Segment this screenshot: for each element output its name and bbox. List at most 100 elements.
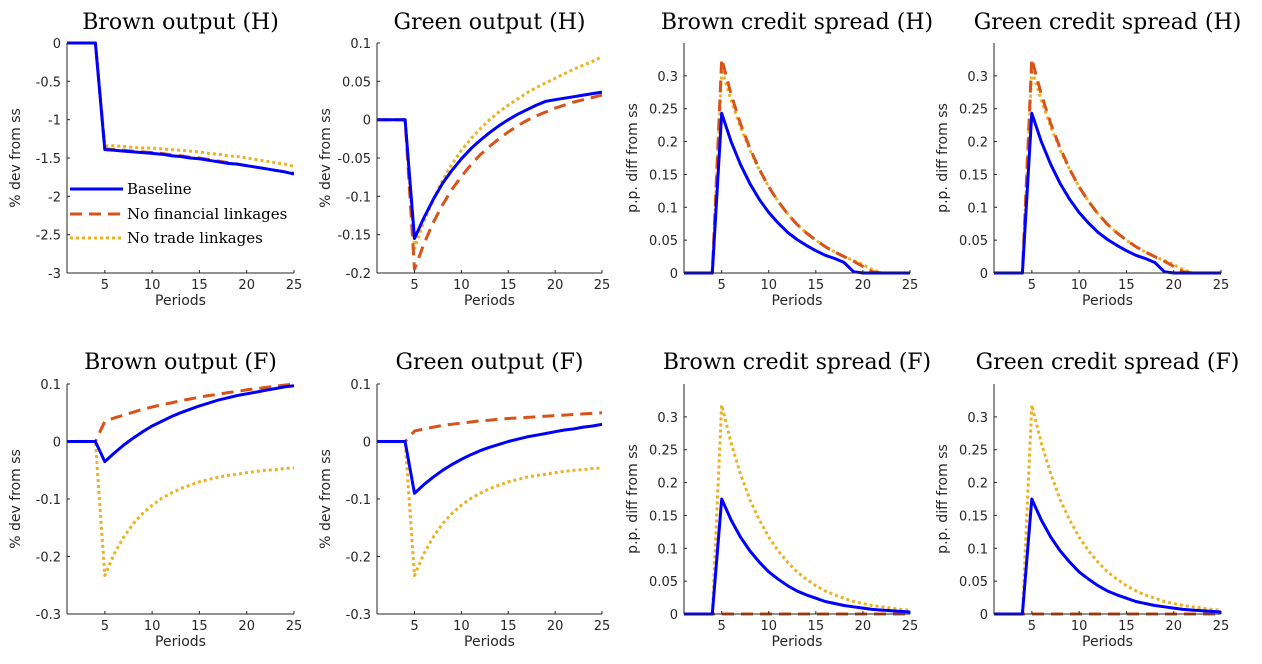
y-tick-label: 0.2 <box>967 477 988 492</box>
x-tick-label: 10 <box>453 619 470 634</box>
series-group <box>67 41 294 176</box>
y-tick-label: 0.1 <box>350 378 371 393</box>
x-tick-label: 5 <box>718 278 726 293</box>
series-line <box>684 497 910 616</box>
y-tick-label: -0.1 <box>36 493 61 508</box>
series-line <box>994 403 1221 616</box>
chart-panel: Green credit spread (H) 5 10 15 20 25 0 0.05 0.1… <box>935 10 1241 309</box>
panel-title: Brown credit spread (F) <box>663 350 931 375</box>
x-tick-label: 15 <box>808 619 825 634</box>
y-tick-label: -0.5 <box>36 75 61 90</box>
series-line <box>377 55 602 250</box>
legend-label: No financial linkages <box>127 205 287 223</box>
y-tick-label: 0.05 <box>959 234 988 249</box>
series-line <box>377 90 602 240</box>
x-tick-label: 15 <box>1118 278 1135 293</box>
x-tick-label: 5 <box>1028 278 1036 293</box>
x-tick-label: 10 <box>760 619 777 634</box>
panel-title: Green output (H) <box>394 10 586 35</box>
y-tick-label: 0.1 <box>657 201 678 216</box>
y-tick-label: -0.3 <box>36 608 61 623</box>
panel-title: Green credit spread (F) <box>976 350 1240 375</box>
y-tick-label: 0.3 <box>657 411 678 426</box>
x-tick-label: 25 <box>594 619 611 634</box>
y-axis-label: p.p. diff from ss <box>935 103 951 213</box>
x-tick-label: 15 <box>500 619 517 634</box>
x-axis-label: Periods <box>772 293 823 309</box>
x-tick-label: 25 <box>1213 619 1230 634</box>
y-axis-label: % dev from ss <box>8 449 24 549</box>
y-tick-label: 0.25 <box>959 103 988 118</box>
x-tick-label: 5 <box>410 278 418 293</box>
x-tick-label: 10 <box>1071 619 1088 634</box>
x-tick-label: 25 <box>1213 278 1230 293</box>
y-tick-label: 0.05 <box>649 575 678 590</box>
y-tick-label: -0.1 <box>346 190 371 205</box>
x-tick-label: 20 <box>238 619 255 634</box>
y-tick-label: -0.2 <box>36 551 61 566</box>
y-axis-label: % dev from ss <box>318 108 334 208</box>
y-tick-label: 0.25 <box>649 444 678 459</box>
x-axis-label: Periods <box>1082 293 1133 309</box>
y-tick-label: 0.1 <box>967 201 988 216</box>
chart-panel: Green output (H) 5 10 15 20 25 -0.2 -0.15 -0.1 -0… <box>318 10 610 309</box>
panel-title: Brown output (H) <box>82 10 279 35</box>
y-tick-label: 0.15 <box>959 509 988 524</box>
y-tick-label: 0.1 <box>350 37 371 52</box>
chart-panel: Brown output (H) 5 10 15 20 25 -3 -2.5 -2 -1.5 -1 -… <box>8 10 302 309</box>
series-group <box>67 382 294 577</box>
y-tick-label: -0.1 <box>346 493 371 508</box>
x-tick-label: 20 <box>1165 619 1182 634</box>
x-tick-label: 25 <box>902 278 919 293</box>
x-tick-label: 20 <box>855 278 872 293</box>
series-line <box>67 41 294 168</box>
y-tick-label: -0.2 <box>346 551 371 566</box>
y-tick-label: 0.3 <box>967 411 988 426</box>
series-group <box>377 55 602 271</box>
x-tick-label: 10 <box>760 278 777 293</box>
series-line <box>684 67 910 275</box>
y-tick-label: 0.1 <box>657 542 678 557</box>
series-group <box>994 57 1221 275</box>
y-axis-label: % dev from ss <box>318 449 334 549</box>
y-tick-label: -0.05 <box>337 152 371 167</box>
series-line <box>377 422 602 495</box>
x-tick-label: 15 <box>1118 619 1135 634</box>
panel-title: Green credit spread (H) <box>974 10 1242 35</box>
y-tick-label: -3 <box>48 267 61 282</box>
series-group <box>377 411 602 577</box>
y-tick-label: -0.3 <box>346 608 371 623</box>
series-line <box>377 411 602 443</box>
x-tick-label: 15 <box>500 278 517 293</box>
x-axis-label: Periods <box>1082 634 1133 650</box>
chart-panel: Brown credit spread (H) 5 10 15 20 25 0 0.05 0.1… <box>625 10 933 309</box>
y-tick-label: -0.15 <box>337 229 371 244</box>
y-tick-label: 0 <box>980 608 988 623</box>
panel-title: Brown output (F) <box>84 350 277 375</box>
y-tick-label: 0.05 <box>649 234 678 249</box>
x-tick-label: 10 <box>453 278 470 293</box>
y-tick-label: 0 <box>670 608 678 623</box>
y-tick-label: 0 <box>363 114 371 129</box>
x-tick-label: 25 <box>594 278 611 293</box>
chart-panel: Brown output (F) 5 10 15 20 25 -0.3 -0.2 -0.1 0 0.… <box>8 350 302 650</box>
y-tick-label: 0.15 <box>649 509 678 524</box>
x-axis-label: Periods <box>772 634 823 650</box>
x-tick-label: 5 <box>1028 619 1036 634</box>
x-axis-label: Periods <box>155 293 206 309</box>
x-tick-label: 25 <box>902 619 919 634</box>
x-tick-label: 5 <box>101 278 109 293</box>
x-tick-label: 20 <box>1165 278 1182 293</box>
y-axis-label: p.p. diff from ss <box>935 444 951 554</box>
chart-panel: Brown credit spread (F) 5 10 15 20 25 0 0.05 0.1… <box>625 350 931 650</box>
series-group <box>684 403 910 616</box>
x-axis-label: Periods <box>155 634 206 650</box>
x-tick-label: 15 <box>191 619 208 634</box>
y-tick-label: 0.1 <box>40 378 61 393</box>
x-tick-label: 20 <box>547 619 564 634</box>
series-line <box>377 93 602 271</box>
y-tick-label: -2 <box>48 190 61 205</box>
y-tick-label: 0 <box>53 436 61 451</box>
y-tick-label: 0 <box>53 37 61 52</box>
